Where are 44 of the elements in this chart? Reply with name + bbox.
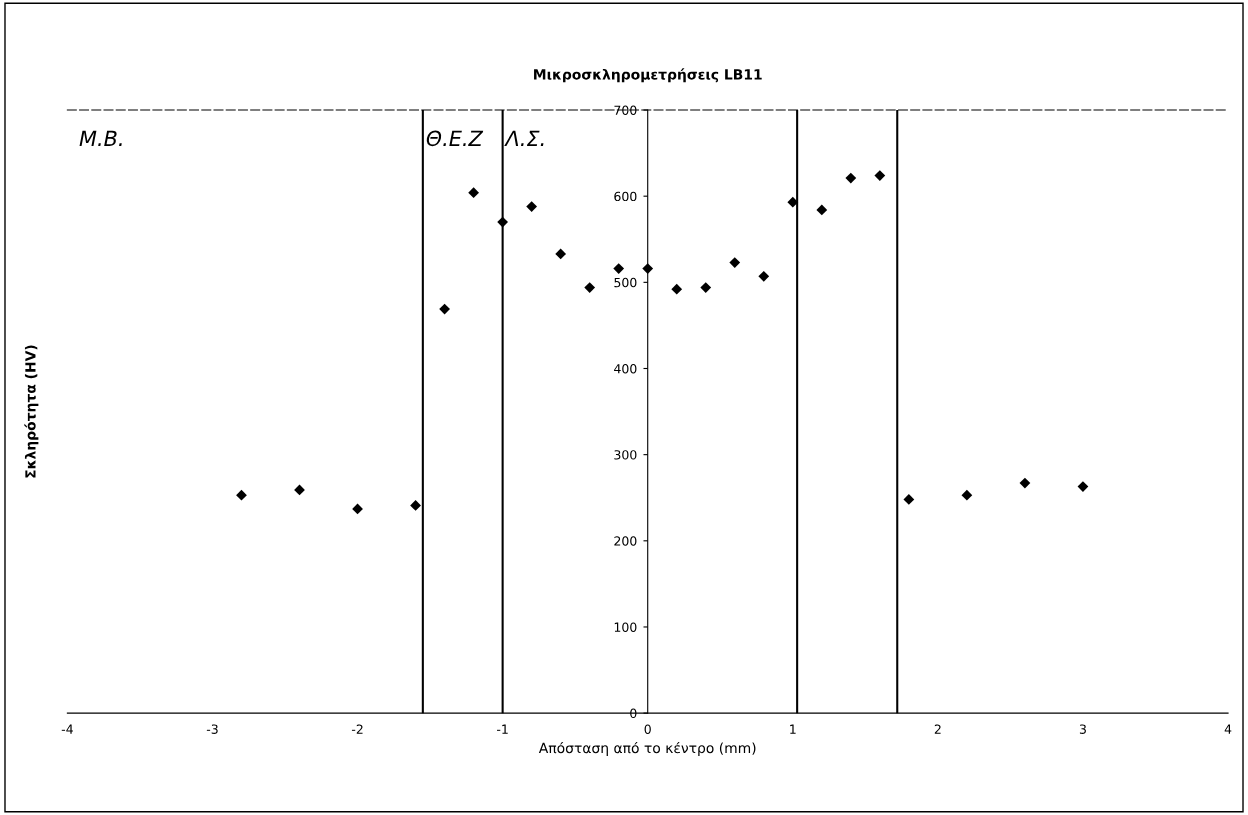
y-axis-title: Σκληρότητα (HV) — [24, 345, 39, 478]
y-tick-label: 400 — [614, 363, 637, 374]
y-tick-label: 300 — [614, 450, 637, 460]
point — [903, 494, 915, 505]
point — [555, 248, 567, 260]
point — [468, 187, 479, 199]
annotation: Μ.Β. — [79, 130, 122, 146]
point — [758, 270, 770, 282]
ref-line-label: Θ.Ε.Ζ — [426, 130, 484, 147]
x-tick-label: -3 — [206, 724, 218, 734]
point — [236, 489, 247, 501]
point — [410, 500, 421, 511]
point — [642, 263, 654, 274]
x-tick-label: 2 — [934, 724, 941, 734]
point — [961, 489, 973, 501]
point — [352, 503, 363, 515]
point — [787, 196, 799, 208]
ref-line-label: Λ.Σ. — [504, 130, 544, 146]
x-tick-label: 3 — [1079, 724, 1086, 734]
y-tick-label: 600 — [614, 191, 637, 202]
point — [816, 204, 828, 216]
point — [671, 283, 683, 295]
point — [526, 201, 538, 212]
x-tick-label: -1 — [497, 724, 508, 734]
point — [439, 303, 450, 315]
y-tick-label: 500 — [614, 277, 637, 288]
point — [874, 170, 886, 181]
x-tick-label: 1 — [790, 724, 796, 734]
y-tick-label: 200 — [614, 536, 637, 546]
y-tick-label: 700 — [614, 105, 637, 115]
point — [497, 216, 509, 228]
point — [845, 172, 857, 184]
point — [613, 263, 625, 274]
point — [584, 282, 596, 293]
point — [700, 282, 712, 293]
x-axis-title: Απόσταση από το κέντρο (mm) — [538, 741, 756, 756]
point — [1019, 477, 1031, 489]
point — [729, 257, 741, 268]
x-tick-label: 0 — [644, 724, 651, 734]
x-tick-label: -4 — [61, 724, 73, 734]
x-tick-label: -2 — [351, 724, 363, 734]
chart-title: Μικροσκληρομετρήσεις LB11 — [534, 68, 762, 83]
y-tick-label: 100 — [614, 622, 637, 632]
x-tick-label: 4 — [1224, 724, 1232, 734]
